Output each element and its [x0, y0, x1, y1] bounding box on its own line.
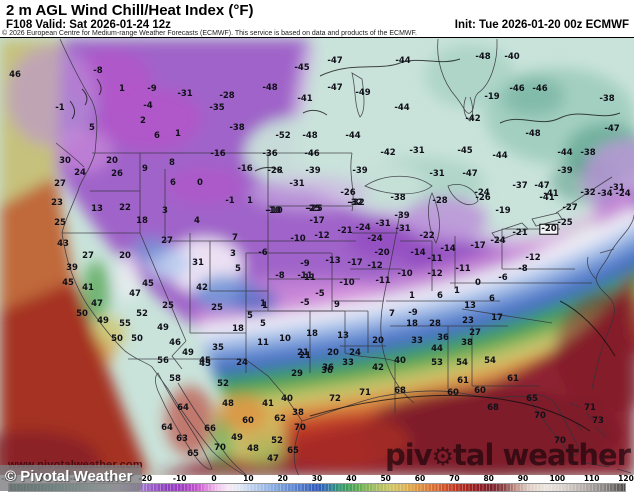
colorbar-tick: 70: [449, 474, 460, 483]
colorbar-tick: 110: [583, 474, 600, 483]
colorbar-tick: 50: [380, 474, 391, 483]
colorbar-tick: 60: [414, 474, 426, 483]
contour-lines: [69, 58, 621, 432]
lakes-purple: [403, 197, 487, 241]
gulf-deep-red: [360, 388, 620, 476]
atlantic-deep-red: [555, 291, 634, 411]
sierra-white: [116, 253, 140, 301]
colorbar-tick: 100: [549, 474, 566, 483]
colorbar-tick: -10: [172, 474, 187, 483]
model-init-time: Init: Tue 2026-01-20 00z ECMWF: [454, 19, 629, 31]
magenta-streak: [165, 166, 245, 206]
magenta-streak: [98, 87, 202, 151]
temperature-field-map: [0, 38, 634, 476]
mexico-green: [210, 419, 234, 471]
ecmwf-copyright: © 2026 European Centre for Medium-range …: [2, 30, 417, 37]
basin-blue: [132, 237, 168, 261]
colorbar-tick: 20: [277, 474, 288, 483]
bc-coast-mottle: [57, 129, 113, 173]
logo-text: tal weather: [453, 438, 631, 472]
header: 2 m AGL Wind Chill/Heat Index (°F) F108 …: [0, 0, 634, 37]
teal-patch: [501, 76, 565, 116]
pivotal-copyright-watermark: © Pivotal Weather: [0, 465, 143, 491]
colorbar-tick: -20: [138, 474, 153, 483]
pacific-deep-red: [0, 431, 100, 476]
forecast-valid-time: F108 Valid: Sat 2026-01-24 12z: [6, 19, 171, 31]
colorbar-tick: 80: [483, 474, 494, 483]
gulf-red: [270, 413, 410, 469]
colorbar-tick: 40: [346, 474, 357, 483]
weather-map[interactable]: 46 -8 1 -9 -31 -28 -35 -45 -48 -41 -38 -52 -48 -1 -4 2 5…: [0, 37, 634, 476]
lavender-patch: [250, 175, 370, 211]
logo-text: piv: [384, 438, 433, 472]
colorbar-tick: 30: [311, 474, 323, 483]
pivotal-weather-logo: piv⚙tal weather: [384, 438, 631, 472]
page-title: 2 m AGL Wind Chill/Heat Index (°F): [6, 2, 254, 19]
colorbar-tick: 10: [243, 474, 254, 483]
borders-and-coastlines: [55, 38, 634, 476]
colorbar-tick: 120: [618, 474, 634, 483]
colorbar-tick: 90: [517, 474, 529, 483]
mexico-green-yellow: [248, 439, 288, 467]
bc-coast-mottle: [7, 46, 97, 146]
colorbar-tick: 0: [211, 474, 217, 483]
pacific-orange: [0, 176, 74, 311]
mexico-orange: [216, 395, 268, 431]
basin-blue-deep: [234, 287, 278, 315]
teal-patch: [425, 44, 515, 108]
pacific-red: [0, 281, 150, 476]
california-green: [82, 261, 110, 321]
gear-icon: ⚙: [431, 442, 454, 471]
